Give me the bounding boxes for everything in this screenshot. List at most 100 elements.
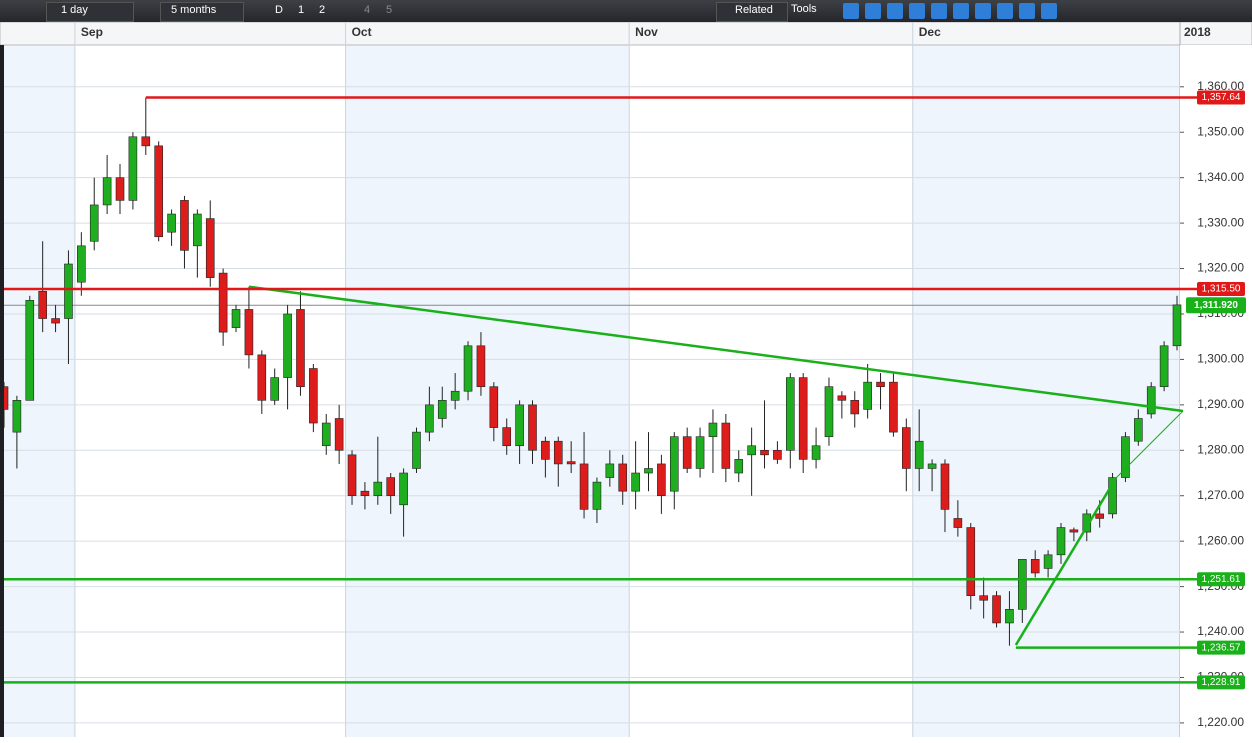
candle-body xyxy=(373,481,383,497)
candle-body xyxy=(1043,554,1053,569)
tool-icon[interactable] xyxy=(975,3,991,19)
x-tick-label: Sep xyxy=(81,25,103,39)
y-tick-label: 1,270.00 xyxy=(1197,488,1244,502)
interval-select[interactable] xyxy=(46,2,134,22)
candle-body xyxy=(399,472,408,506)
candle-body xyxy=(450,390,460,401)
candle-body xyxy=(695,436,705,469)
candle-body xyxy=(940,463,950,510)
candle-body xyxy=(760,449,769,456)
candle-body xyxy=(321,422,331,447)
candle-body xyxy=(1172,304,1182,347)
candle-body xyxy=(734,459,744,474)
tool-icon[interactable] xyxy=(997,3,1013,19)
candle-body xyxy=(1108,477,1117,515)
candle-body xyxy=(528,404,537,451)
y-tick-label: 1,340.00 xyxy=(1197,170,1244,184)
interval[interactable]: 1 day xyxy=(61,4,88,16)
candle-body xyxy=(592,481,602,510)
candle-body xyxy=(296,309,305,387)
candle-body xyxy=(231,309,241,328)
last-price-label: 1,311.920 xyxy=(1194,300,1238,311)
candle-body xyxy=(489,386,499,428)
button[interactable]: D xyxy=(275,4,283,16)
candle-body xyxy=(579,463,589,510)
candle-body xyxy=(309,368,318,424)
candle-body xyxy=(657,463,666,497)
candle-body xyxy=(347,454,357,497)
candle-body xyxy=(850,400,860,415)
y-tick-label: 1,240.00 xyxy=(1197,624,1244,638)
button[interactable]: 5 xyxy=(386,4,393,16)
y-tick-label: 1,320.00 xyxy=(1197,261,1244,275)
tool-icon[interactable] xyxy=(953,3,969,19)
y-tick-label: 1,280.00 xyxy=(1197,442,1244,456)
last-price-tag xyxy=(1186,297,1246,314)
candle-body xyxy=(927,463,937,469)
candle-body xyxy=(1005,609,1014,624)
candle-body xyxy=(64,263,73,319)
candle-body xyxy=(51,318,60,324)
tools[interactable]: Tools xyxy=(791,3,817,15)
y-tick-label: 1,360.00 xyxy=(1197,79,1244,93)
tool-icon[interactable] xyxy=(1041,3,1057,19)
candle-body xyxy=(811,445,821,460)
range[interactable]: 5 months xyxy=(171,4,217,16)
y-tick-label: 1,330.00 xyxy=(1197,215,1244,229)
candle-body xyxy=(566,461,576,465)
candle-body xyxy=(553,440,563,465)
button[interactable]: 4 xyxy=(364,4,371,16)
candle-body xyxy=(1121,436,1130,478)
candle-body xyxy=(1134,418,1143,442)
candle-body xyxy=(1146,386,1156,415)
candle-body xyxy=(515,404,524,447)
candle-body xyxy=(682,436,692,469)
candle-body xyxy=(605,463,615,478)
button[interactable]: 1 xyxy=(298,4,305,16)
candle-body xyxy=(1159,345,1169,387)
candle-body xyxy=(218,272,228,333)
candle-body xyxy=(386,477,396,497)
level-label: 1,236.57 xyxy=(1202,642,1241,653)
month-band xyxy=(345,22,630,737)
level-label: 1,315.50 xyxy=(1202,284,1241,295)
level-tag xyxy=(1197,90,1245,105)
tool-icon[interactable] xyxy=(843,3,859,19)
candle-body xyxy=(902,427,911,469)
x-tick-label: Oct xyxy=(352,25,372,39)
candle-body xyxy=(180,200,189,251)
level-tag xyxy=(1197,281,1245,296)
trendline xyxy=(248,285,1184,413)
tool-icon[interactable] xyxy=(909,3,925,19)
candle-body xyxy=(541,440,550,460)
candle-body xyxy=(502,427,512,447)
tool-icon[interactable] xyxy=(865,3,881,19)
candle-body xyxy=(412,431,421,469)
tool-icon[interactable] xyxy=(1019,3,1035,19)
candle-body xyxy=(966,527,976,596)
level-tag xyxy=(1197,572,1245,587)
candle-body xyxy=(257,354,267,401)
candle-body xyxy=(283,313,292,378)
tool-icon[interactable] xyxy=(887,3,903,19)
tool-icon[interactable] xyxy=(931,3,947,19)
candle-body xyxy=(154,145,163,238)
button[interactable]: 2 xyxy=(319,4,326,16)
candle-body xyxy=(12,400,22,433)
candle-body xyxy=(1082,513,1092,533)
candle-body xyxy=(669,436,679,492)
x-tick-label: Nov xyxy=(635,25,658,39)
level-label: 1,357.64 xyxy=(1202,92,1241,103)
chart: SepOctNovDec20181,220.001,230.001,240.00… xyxy=(0,22,1252,743)
candle-body xyxy=(38,290,47,319)
candle-body xyxy=(889,381,898,433)
candle-body xyxy=(863,381,872,410)
candle-body xyxy=(992,595,1001,624)
candle-body xyxy=(837,395,847,401)
related[interactable]: Related xyxy=(735,4,773,16)
candle-body xyxy=(476,345,486,387)
time-axis xyxy=(0,22,1252,46)
candle-body xyxy=(102,177,112,206)
candle-body xyxy=(914,440,924,469)
